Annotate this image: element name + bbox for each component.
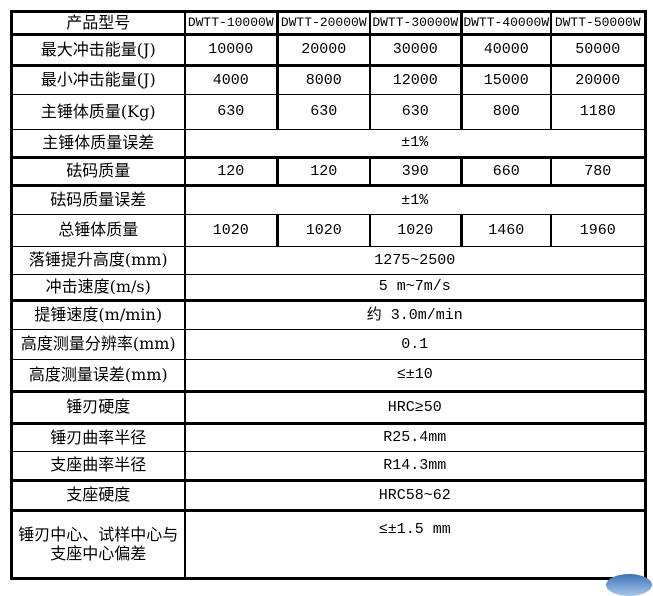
table-row: 高度测量分辨率(mm) 0.1: [11, 329, 646, 360]
value-cell: 630: [368, 94, 462, 130]
header-row: 产品型号 DWTT-10000W DWTT-20000W DWTT-30000W…: [11, 11, 646, 36]
table-row: 支座硬度 HRC58~62: [11, 480, 646, 512]
value-cell: 20000: [549, 65, 646, 95]
value-cell: 1020: [183, 214, 278, 247]
merged-value-cell: R25.4mm: [183, 423, 646, 452]
merged-value-cell: ≤±10: [183, 359, 646, 393]
table-row: 砝码质量误差 ±1%: [11, 185, 646, 215]
table-row: 总锤体质量 1020 1020 1020 1460 1960: [11, 214, 646, 247]
merged-value-cell: ≤±1.5 mm: [183, 510, 646, 579]
table-row: 提锤速度(m/min) 约 3.0m/min: [11, 300, 646, 330]
value-cell: 50000: [549, 34, 646, 67]
row-label: 提锤速度(m/min): [11, 300, 185, 330]
spec-table: 产品型号 DWTT-10000W DWTT-20000W DWTT-30000W…: [10, 10, 647, 580]
table-row: 支座曲率半径 R14.3mm: [11, 451, 646, 482]
value-cell: 1180: [549, 94, 646, 130]
row-label: 锤刃曲率半径: [11, 423, 185, 452]
value-cell: 1020: [368, 214, 462, 247]
table-row: 主锤体质量误差 ±1%: [11, 129, 646, 159]
model-header: DWTT-40000W: [460, 11, 551, 36]
row-label: 最小冲击能量(J): [11, 65, 185, 95]
merged-value-cell: 1275~2500: [183, 246, 646, 275]
merged-value-cell: 5 m~7m/s: [183, 274, 646, 302]
merged-value-cell: ±1%: [183, 185, 646, 215]
row-label: 支座曲率半径: [11, 451, 185, 482]
value-cell: 1020: [276, 214, 370, 247]
value-cell: 390: [368, 157, 462, 187]
table-row: 最小冲击能量(J) 4000 8000 12000 15000 20000: [11, 65, 646, 95]
table-row: 锤刃硬度 HRC≥50: [11, 391, 646, 425]
model-header: DWTT-30000W: [368, 11, 462, 36]
value-cell: 780: [549, 157, 646, 187]
model-header: DWTT-50000W: [549, 11, 646, 36]
row-label: 支座硬度: [11, 480, 185, 512]
value-cell: 660: [460, 157, 551, 187]
merged-value-cell: 0.1: [183, 329, 646, 360]
table-row: 冲击速度(m/s) 5 m~7m/s: [11, 274, 646, 302]
table-row: 主锤体质量(Kg) 630 630 630 800 1180: [11, 94, 646, 130]
value-cell: 800: [460, 94, 551, 130]
row-label: 砝码质量误差: [11, 185, 185, 215]
value-cell: 4000: [183, 65, 278, 95]
row-label: 最大冲击能量(J): [11, 34, 185, 67]
value-cell: 15000: [460, 65, 551, 95]
row-label: 锤刃中心、试样中心与支座中心偏差: [11, 510, 185, 579]
row-label: 高度测量分辨率(mm): [11, 329, 185, 360]
table-row: 落锤提升高度(mm) 1275~2500: [11, 246, 646, 275]
value-cell: 10000: [183, 34, 278, 67]
value-cell: 1960: [549, 214, 646, 247]
model-header: DWTT-20000W: [276, 11, 370, 36]
row-label: 锤刃硬度: [11, 391, 185, 425]
value-cell: 20000: [276, 34, 370, 67]
merged-value-cell: 约 3.0m/min: [183, 300, 646, 330]
value-cell: 30000: [368, 34, 462, 67]
table-row: 最大冲击能量(J) 10000 20000 30000 40000 50000: [11, 34, 646, 67]
row-label: 主锤体质量(Kg): [11, 94, 185, 130]
value-cell: 12000: [368, 65, 462, 95]
table-row: 锤刃曲率半径 R25.4mm: [11, 423, 646, 452]
row-label: 落锤提升高度(mm): [11, 246, 185, 275]
value-cell: 630: [183, 94, 278, 130]
value-cell: 1460: [460, 214, 551, 247]
value-cell: 120: [183, 157, 278, 187]
page: 产品型号 DWTT-10000W DWTT-20000W DWTT-30000W…: [10, 10, 652, 596]
spec-table-body: 最大冲击能量(J) 10000 20000 30000 40000 50000 最小冲击能量…: [11, 34, 646, 579]
logo-fragment: [606, 574, 652, 596]
merged-value-cell: HRC≥50: [183, 391, 646, 425]
table-row: 锤刃中心、试样中心与支座中心偏差 ≤±1.5 mm: [11, 510, 646, 579]
row-label: 冲击速度(m/s): [11, 274, 185, 302]
merged-value-cell: HRC58~62: [183, 480, 646, 512]
table-row: 砝码质量 120 120 390 660 780: [11, 157, 646, 187]
row-label: 高度测量误差(mm): [11, 359, 185, 393]
model-header: DWTT-10000W: [183, 11, 278, 36]
value-cell: 40000: [460, 34, 551, 67]
header-product-model-label: 产品型号: [11, 11, 185, 36]
row-label: 主锤体质量误差: [11, 129, 185, 159]
row-label: 砝码质量: [11, 157, 185, 187]
value-cell: 8000: [276, 65, 370, 95]
merged-value-cell: ±1%: [183, 129, 646, 159]
value-cell: 120: [276, 157, 370, 187]
row-label: 总锤体质量: [11, 214, 185, 247]
value-cell: 630: [276, 94, 370, 130]
merged-value-cell: R14.3mm: [183, 451, 646, 482]
table-row: 高度测量误差(mm) ≤±10: [11, 359, 646, 393]
